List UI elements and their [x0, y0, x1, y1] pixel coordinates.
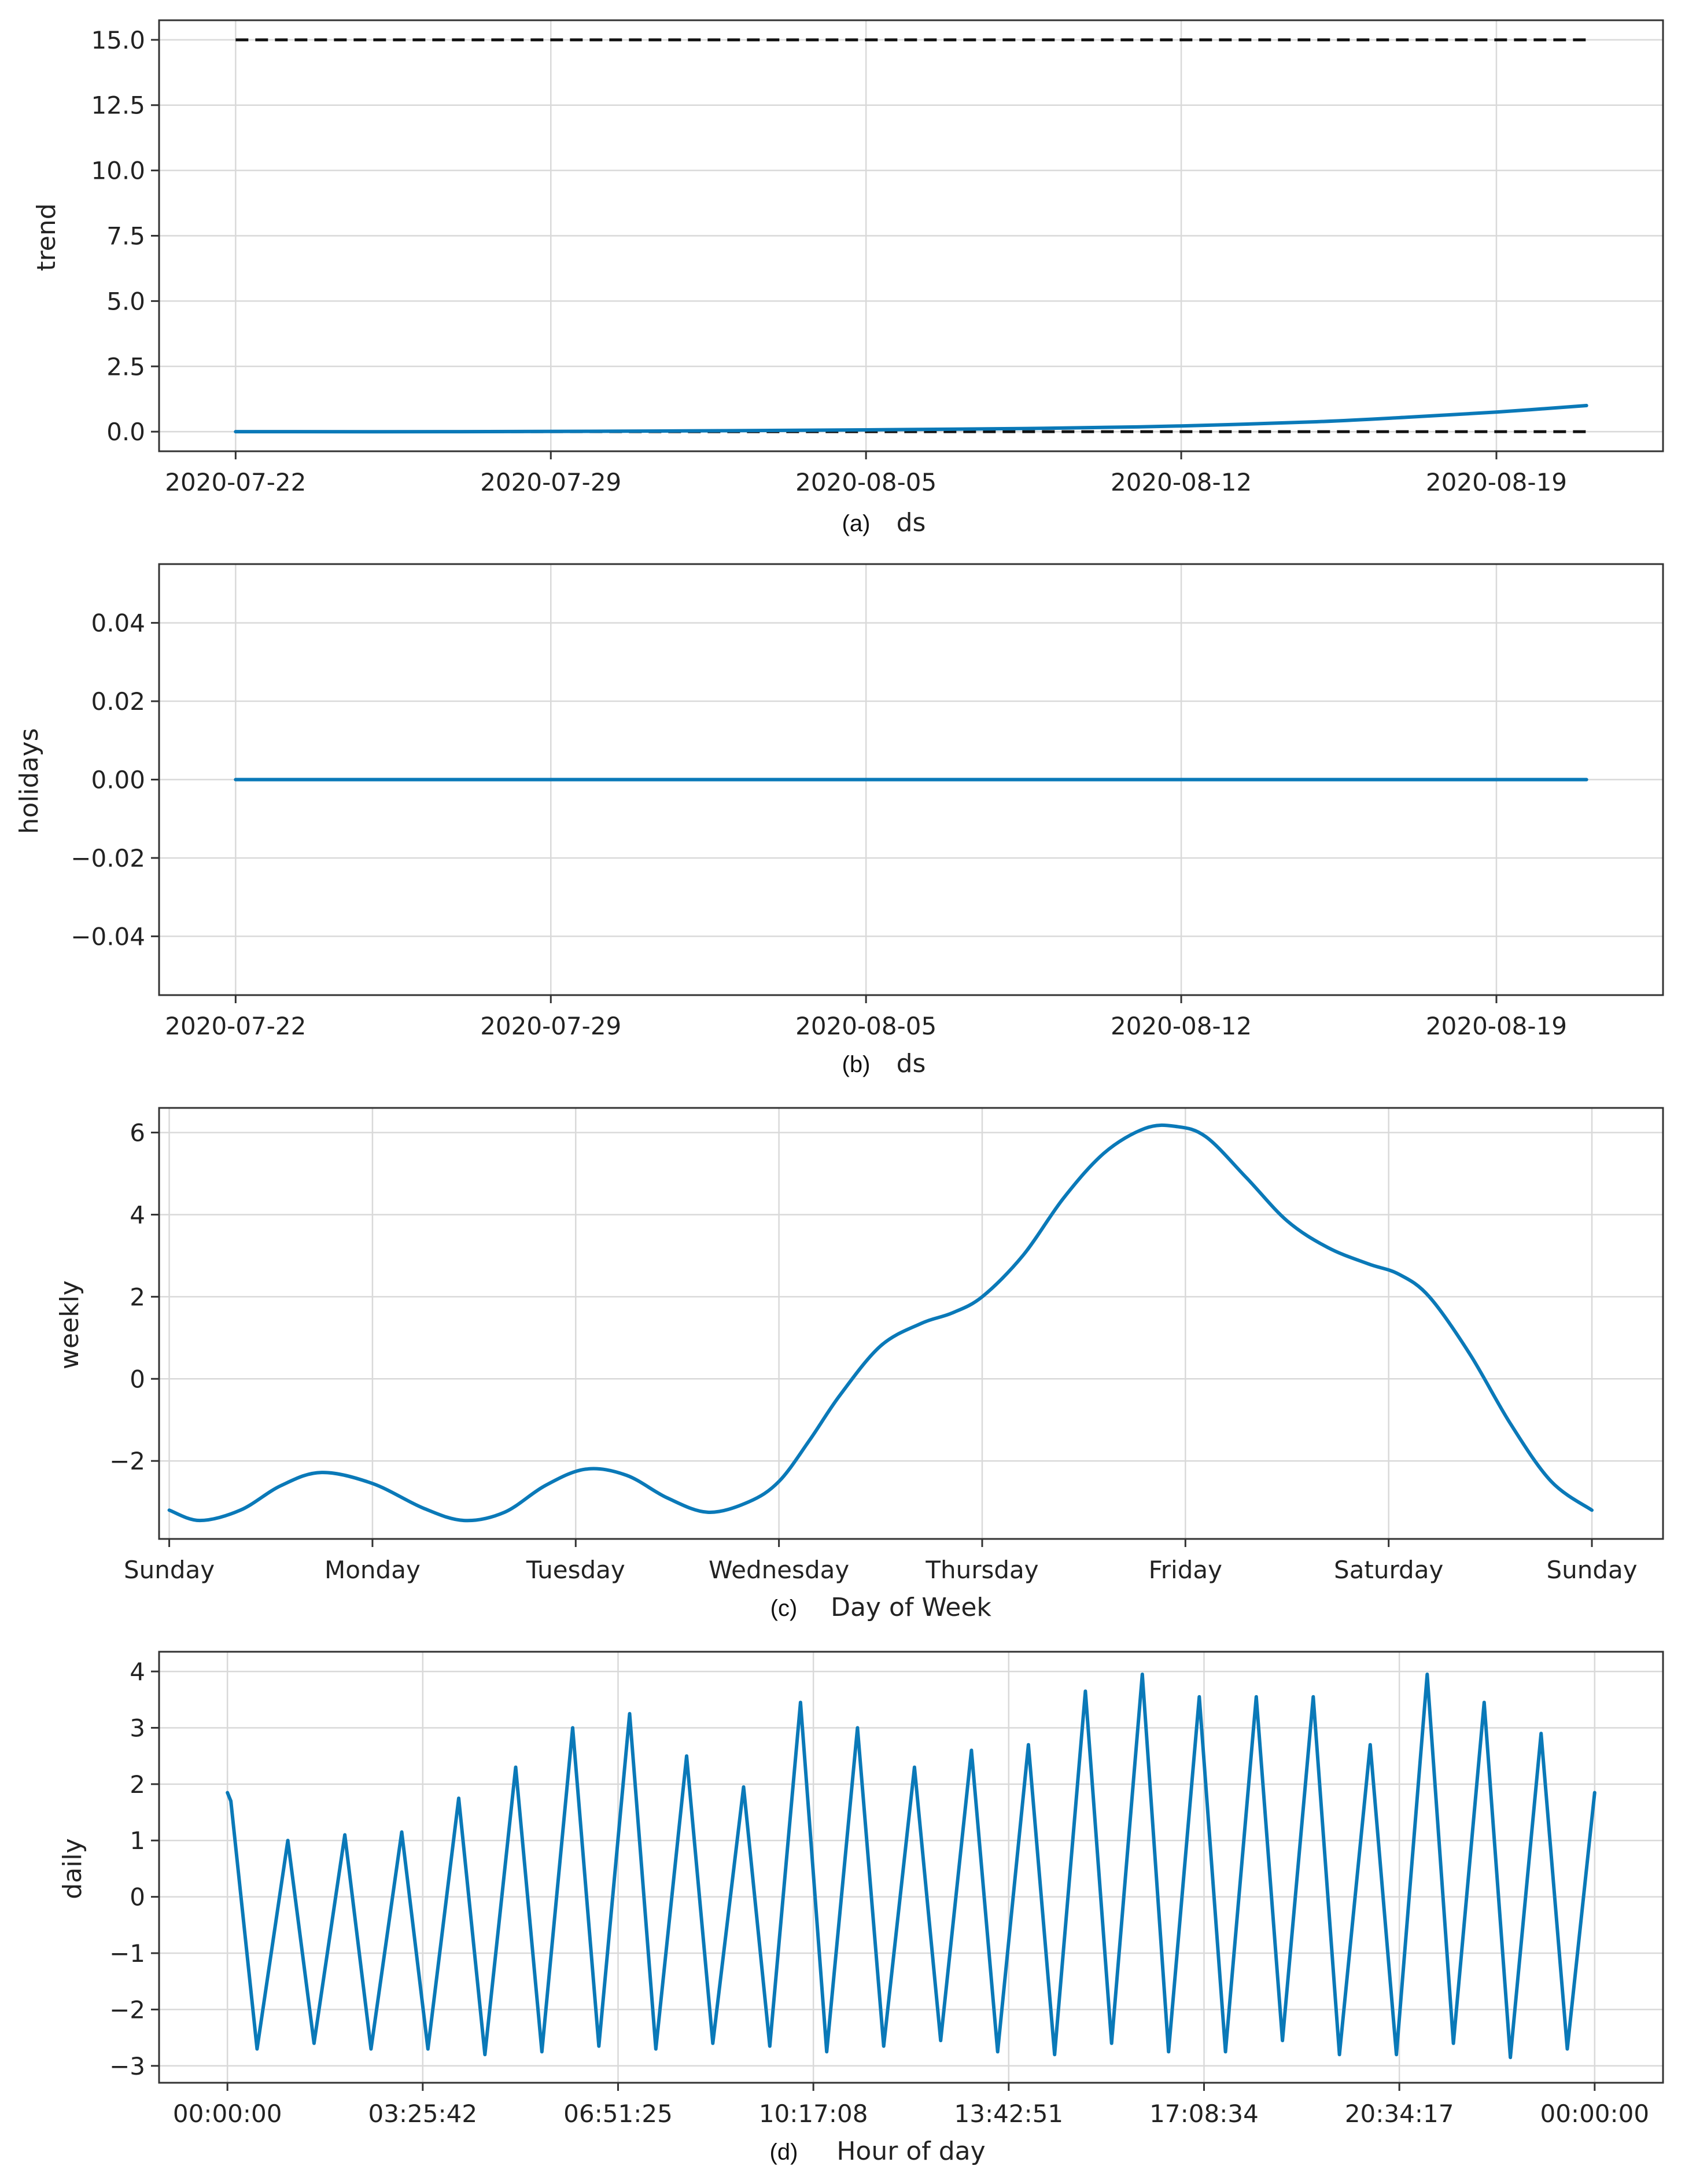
trend-gridlines [159, 20, 1663, 451]
daily-x-tick-label: 17:08:34 [1149, 2100, 1259, 2128]
weekly-x-tick-label: Saturday [1334, 1556, 1443, 1584]
trend-y-tick-label: 7.5 [106, 222, 145, 251]
weekly-x-tick-label: Sunday [124, 1556, 215, 1584]
holidays-x-axis-label: ds [897, 1049, 926, 1078]
daily-x-tick-label: 06:51:25 [563, 2100, 673, 2128]
weekly-x-tick-label: Wednesday [709, 1556, 849, 1584]
daily-series [226, 1673, 1596, 2060]
weekly-y-tick-label: 2 [130, 1283, 145, 1311]
holidays-x-ticks: 2020-07-22 2020-07-29 2020-08-05 2020-08-12… [165, 995, 1567, 1040]
trend-y-tick-label: 0.0 [106, 418, 145, 446]
daily-y-tick-label: 3 [130, 1714, 145, 1742]
holidays-x-tick-label: 2020-08-05 [795, 1012, 936, 1040]
trend-caption: (a) [842, 511, 871, 536]
holidays-y-tick-label: −0.02 [71, 844, 145, 872]
trend-x-tick-label: 2020-07-29 [480, 468, 621, 496]
trend-y-tick-label: 12.5 [91, 91, 145, 120]
daily-x-ticks: 00:00:00 03:25:42 06:51:25 10:17:08 13:42:51… [173, 2083, 1649, 2128]
daily-x-tick-label: 20:34:17 [1345, 2100, 1454, 2128]
trend-series [234, 404, 1588, 434]
daily-panel: 4 3 2 1 0 −1 −2 −3 00:00:00 03:25:42 06:51:25 10:1… [58, 1651, 1664, 2166]
daily-y-tick-label: −2 [109, 1995, 145, 2024]
holidays-y-tick-label: 0.02 [91, 687, 145, 716]
weekly-x-tick-label: Tuesday [526, 1556, 625, 1584]
trend-line [234, 404, 1588, 434]
holidays-panel: 0.040.020.00−0.02−0.04 2020-07-22 2020-07… [14, 563, 1664, 1078]
daily-gridlines [159, 1652, 1663, 2083]
weekly-axes-frame [158, 1107, 1664, 1540]
trend-x-axis-label: ds [897, 508, 926, 537]
daily-x-tick-label: 00:00:00 [173, 2100, 282, 2128]
weekly-x-axis-label: Day of Week [831, 1593, 991, 1622]
holidays-y-ticks: 0.04 0.02 0.00 −0.02 −0.04 [71, 609, 159, 951]
holidays-y-tick-label: −0.04 [71, 922, 145, 951]
weekly-x-tick-label: Monday [325, 1556, 421, 1584]
daily-y-axis-label: daily [58, 1838, 87, 1899]
weekly-series [167, 1123, 1594, 1523]
daily-y-tick-label: −1 [109, 1939, 145, 1968]
trend-x-tick-label: 2020-07-22 [165, 468, 306, 496]
daily-y-tick-label: 2 [130, 1770, 145, 1799]
weekly-y-axis-label: weekly [55, 1280, 84, 1369]
holidays-y-tick-label: 0.00 [91, 766, 145, 794]
trend-y-axis-label: trend [32, 203, 61, 271]
trend-y-ticks: 0.0 2.5 5.0 7.5 10.0 12.5 15.0 [91, 26, 159, 446]
weekly-y-tick-label: 6 [130, 1119, 145, 1147]
weekly-x-tick-label: Friday [1149, 1556, 1222, 1584]
trend-x-tick-label: 2020-08-05 [795, 468, 936, 496]
holidays-x-tick-label: 2020-08-19 [1426, 1012, 1567, 1040]
holidays-caption: (b) [842, 1052, 871, 1077]
trend-y-tick-label: 10.0 [91, 157, 145, 185]
holidays-x-tick-label: 2020-08-12 [1111, 1012, 1252, 1040]
weekly-x-tick-label: Thursday [925, 1556, 1038, 1584]
weekly-x-ticks: Sunday Monday Tuesday Wednesday Thursday Frid… [124, 1539, 1638, 1584]
holidays-x-tick-label: 2020-07-29 [480, 1012, 621, 1040]
weekly-y-tick-label: 0 [130, 1365, 145, 1393]
daily-axes-frame [158, 1651, 1664, 2084]
trend-y-tick-label: 5.0 [106, 287, 145, 315]
weekly-line [167, 1123, 1594, 1523]
trend-x-tick-label: 2020-08-12 [1111, 468, 1252, 496]
weekly-y-ticks: 6 4 2 0 −2 [109, 1119, 159, 1475]
weekly-caption: (c) [770, 1596, 798, 1621]
trend-y-tick-label: 2.5 [106, 352, 145, 381]
holidays-y-tick-label: 0.04 [91, 609, 145, 638]
daily-x-tick-label: 10:17:08 [759, 2100, 868, 2128]
daily-y-ticks: 4 3 2 1 0 −1 −2 −3 [109, 1658, 159, 2080]
weekly-x-tick-label: Sunday [1546, 1556, 1637, 1584]
weekly-panel: 6 4 2 0 −2 Sunday Monday Tuesday Wednesday Thurs… [55, 1107, 1664, 1622]
holidays-x-tick-label: 2020-07-22 [165, 1012, 306, 1040]
trend-panel: 0.02.55.07.510.012.515.0 2020-07-22 2020-… [32, 19, 1664, 537]
holidays-y-axis-label: holidays [14, 728, 44, 834]
trend-x-tick-label: 2020-08-19 [1426, 468, 1567, 496]
trend-y-tick-label: 15.0 [91, 26, 145, 54]
daily-y-tick-label: 0 [130, 1883, 145, 1912]
daily-x-tick-label: 00:00:00 [1540, 2100, 1649, 2128]
daily-y-tick-label: 4 [130, 1658, 145, 1686]
trend-x-ticks: 2020-07-22 2020-07-29 2020-08-05 2020-08-12… [165, 451, 1567, 496]
daily-y-tick-label: −3 [109, 2052, 145, 2080]
weekly-y-tick-label: 4 [130, 1200, 145, 1229]
daily-x-axis-label: Hour of day [836, 2137, 985, 2166]
daily-y-tick-label: 1 [130, 1826, 145, 1855]
daily-caption: (d) [770, 2139, 798, 2165]
daily-line [226, 1673, 1596, 2060]
daily-x-tick-label: 13:42:51 [954, 2100, 1064, 2128]
daily-x-tick-label: 03:25:42 [368, 2100, 477, 2128]
weekly-y-tick-label: −2 [109, 1447, 145, 1475]
weekly-gridlines [159, 1108, 1663, 1539]
